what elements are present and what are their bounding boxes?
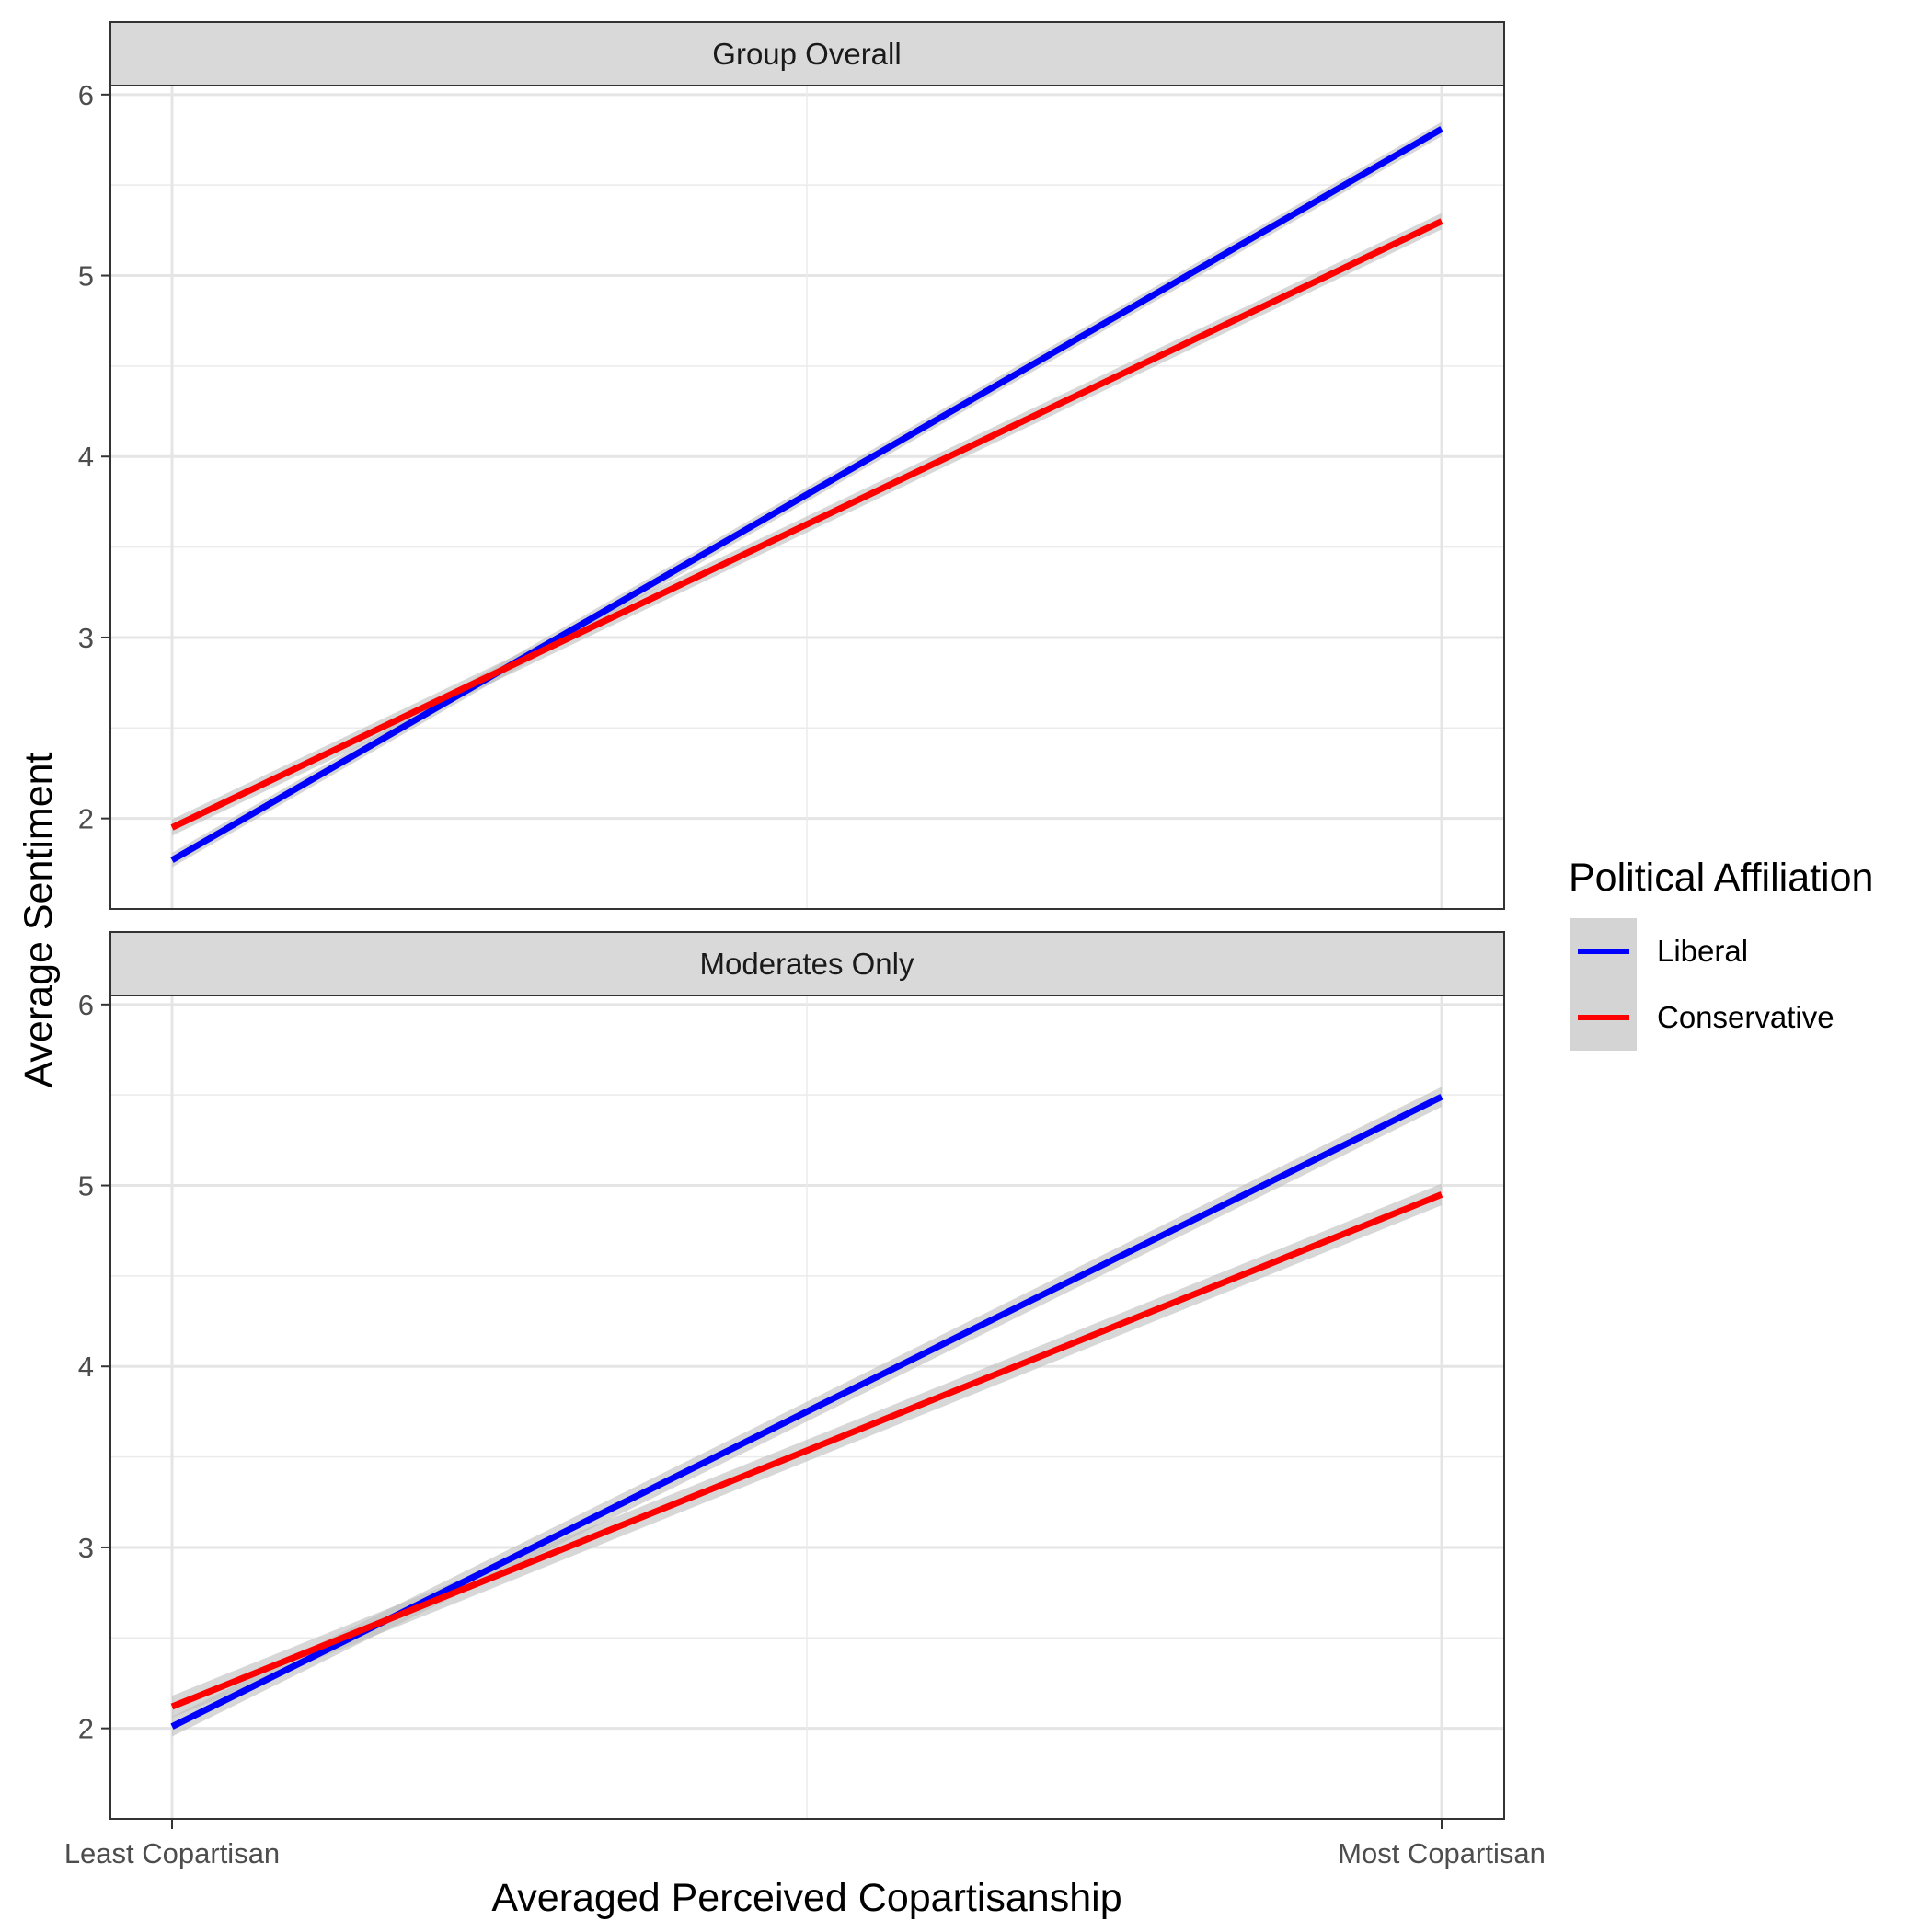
panel-title-group-overall: Group Overall [712, 37, 901, 71]
x-axis: Least Copartisan Most Copartisan [64, 1819, 1546, 1869]
x-tick-label-most: Most Copartisan [1338, 1837, 1546, 1869]
y-axis: 2 3 4 5 6 [78, 79, 110, 835]
panel-title-moderates-only: Moderates Only [700, 947, 914, 981]
panel-moderates-only: Moderates Only 2 3 4 5 6 [78, 931, 1505, 1820]
panel-group-overall: Group Overall 2 3 4 5 6 [78, 21, 1505, 910]
panel-strip-moderates-only [109, 931, 1505, 996]
legend-label-conservative: Conservative [1657, 1000, 1834, 1034]
legend: Political Affiliation Liberal Conservati… [1569, 856, 1873, 1051]
y-tick-label: 2 [78, 803, 94, 835]
y-tick-label: 4 [78, 441, 94, 473]
series-lines [170, 126, 1443, 863]
panel-border-moderates-only [109, 995, 1505, 1820]
legend-key-background [1570, 918, 1637, 1051]
y-tick-label: 6 [78, 989, 94, 1021]
y-axis-title: Average Sentiment [17, 752, 61, 1087]
series-line-conservative [170, 218, 1443, 831]
y-tick-label: 2 [78, 1713, 94, 1745]
x-axis-title: Averaged Perceived Copartisanship [491, 1876, 1121, 1920]
y-axis: 2 3 4 5 6 [78, 989, 110, 1745]
y-tick-label: 5 [78, 1170, 94, 1202]
legend-title: Political Affiliation [1569, 856, 1873, 900]
y-tick-label: 6 [78, 79, 94, 111]
y-tick-label: 3 [78, 622, 94, 654]
panel-border-group-overall [109, 85, 1505, 910]
legend-label-liberal: Liberal [1657, 934, 1748, 968]
series-lines [170, 1094, 1443, 1730]
y-tick-label: 5 [78, 260, 94, 293]
panel-strip-group-overall [109, 21, 1505, 86]
x-tick-label-least: Least Copartisan [64, 1837, 280, 1869]
y-tick-label: 3 [78, 1532, 94, 1564]
y-tick-label: 4 [78, 1351, 94, 1383]
series-line-conservative [170, 1191, 1443, 1710]
series-line-liberal [170, 126, 1443, 863]
